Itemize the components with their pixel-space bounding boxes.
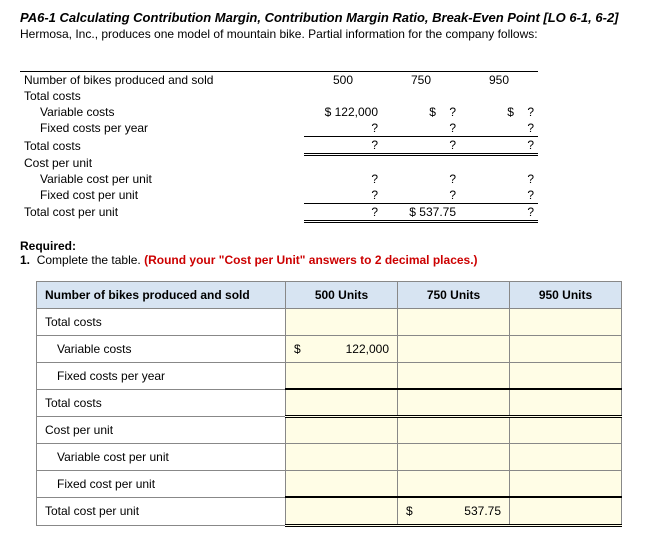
ans-fixed-costs-label: Fixed costs per year [37,362,286,389]
given-total-costs-label: Total costs [20,137,304,155]
given-tpc-950: ? [460,203,538,221]
given-cpu-section: Cost per unit [20,155,304,171]
ans-vcpu-750[interactable] [398,443,510,470]
required-item1-red: (Round your "Cost per Unit" answers to 2… [144,253,477,267]
ans-fcpu-label: Fixed cost per unit [37,470,286,497]
ans-header-label: Number of bikes produced and sold [37,281,286,308]
problem-subtitle: Hermosa, Inc., produces one model of mou… [20,27,642,41]
given-fcpu-500: ? [304,187,382,204]
required-item1-prefix: 1. [20,253,30,267]
ans-col-500: 500 Units [286,281,398,308]
given-col-950: 950 [460,72,538,89]
given-tc-500: ? [304,137,382,155]
given-tpc-750: $ 537.75 [382,203,460,221]
required-item1-text: Complete the table. [37,253,141,267]
ans-tcu-950[interactable] [510,497,622,526]
required-block: Required: 1. Complete the table. (Round … [20,239,642,267]
given-data-table: Number of bikes produced and sold 500 75… [20,71,538,223]
ans-tcu-label: Total cost per unit [37,497,286,526]
ans-total-costs-section: Total costs [37,308,286,335]
ans-col-950: 950 Units [510,281,622,308]
ans-vcpu-950[interactable] [510,443,622,470]
given-col-500: 500 [304,72,382,89]
given-tc-950: ? [460,137,538,155]
ans-vc-500[interactable]: $122,000 [286,335,398,362]
given-tpc-label: Total cost per unit [20,203,304,221]
given-fcpu-label: Fixed cost per unit [20,187,304,204]
ans-variable-costs-label: Variable costs [37,335,286,362]
ans-total-costs-label: Total costs [37,389,286,416]
problem-title: PA6-1 Calculating Contribution Margin, C… [20,10,642,25]
given-tc-750: ? [382,137,460,155]
ans-tc-section-500[interactable] [286,308,398,335]
ans-tcu-500[interactable] [286,497,398,526]
given-variable-costs-label: Variable costs [20,104,304,120]
given-fixed-costs-label: Fixed costs per year [20,120,304,137]
given-fc-950: ? [460,120,538,137]
ans-tc-section-750[interactable] [398,308,510,335]
ans-fcpu-500[interactable] [286,470,398,497]
given-vc-750: $ ? [382,104,460,120]
given-fcpu-750: ? [382,187,460,204]
ans-tc-950[interactable] [510,389,622,416]
given-tpc-500: ? [304,203,382,221]
ans-vcpu-500[interactable] [286,443,398,470]
required-heading: Required: [20,239,76,253]
ans-cpu-950[interactable] [510,416,622,443]
given-vcpu-500: ? [304,171,382,187]
ans-fc-750[interactable] [398,362,510,389]
given-col-750: 750 [382,72,460,89]
given-header-label: Number of bikes produced and sold [20,72,304,89]
given-total-costs-section: Total costs [20,88,304,104]
ans-tcu-750[interactable]: $537.75 [398,497,510,526]
given-fc-750: ? [382,120,460,137]
ans-fc-950[interactable] [510,362,622,389]
ans-cpu-500[interactable] [286,416,398,443]
ans-cpu-section: Cost per unit [37,416,286,443]
ans-vcpu-label: Variable cost per unit [37,443,286,470]
ans-col-750: 750 Units [398,281,510,308]
given-vc-950: $ ? [460,104,538,120]
ans-cpu-750[interactable] [398,416,510,443]
ans-vc-750[interactable] [398,335,510,362]
given-vcpu-label: Variable cost per unit [20,171,304,187]
given-vcpu-750: ? [382,171,460,187]
ans-tc-section-950[interactable] [510,308,622,335]
ans-fc-500[interactable] [286,362,398,389]
ans-fcpu-950[interactable] [510,470,622,497]
answer-table: Number of bikes produced and sold 500 Un… [36,281,622,528]
ans-fcpu-750[interactable] [398,470,510,497]
ans-tc-500[interactable] [286,389,398,416]
given-fcpu-950: ? [460,187,538,204]
given-vc-500: $ 122,000 [304,104,382,120]
given-vcpu-950: ? [460,171,538,187]
ans-tc-750[interactable] [398,389,510,416]
ans-vc-950[interactable] [510,335,622,362]
given-fc-500: ? [304,120,382,137]
